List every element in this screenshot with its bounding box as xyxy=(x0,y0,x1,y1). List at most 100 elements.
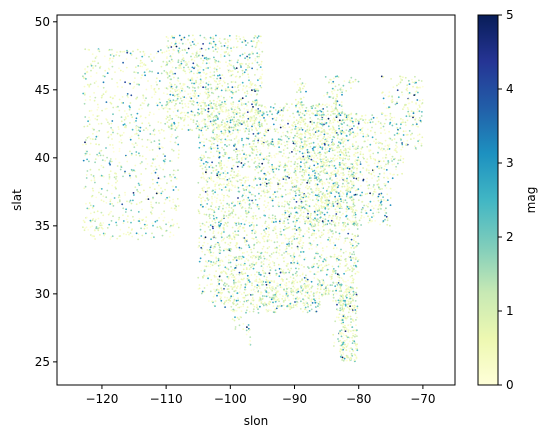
scatter-point xyxy=(269,274,271,277)
scatter-point xyxy=(345,260,347,263)
scatter-point xyxy=(169,174,171,176)
scatter-point xyxy=(170,135,173,138)
scatter-point xyxy=(174,176,176,179)
scatter-point xyxy=(266,204,269,207)
scatter-point xyxy=(288,269,291,272)
scatter-point xyxy=(106,119,108,121)
scatter-point xyxy=(275,287,277,289)
scatter-point xyxy=(173,76,175,79)
scatter-point xyxy=(227,290,230,293)
scatter-point xyxy=(187,116,190,118)
scatter-point xyxy=(98,191,100,194)
scatter-point xyxy=(296,140,299,143)
scatter-point xyxy=(153,169,155,172)
scatter-point xyxy=(396,101,398,104)
scatter-point xyxy=(241,88,244,90)
scatter-point xyxy=(86,158,88,161)
scatter-point xyxy=(344,343,347,346)
scatter-point xyxy=(296,246,299,249)
scatter-point xyxy=(198,123,201,126)
scatter-point xyxy=(233,285,236,288)
scatter-point xyxy=(237,103,240,106)
scatter-point xyxy=(253,285,256,288)
scatter-point xyxy=(247,64,250,67)
scatter-point xyxy=(338,290,341,292)
scatter-point xyxy=(327,173,330,176)
scatter-point xyxy=(253,157,256,160)
scatter-point xyxy=(314,107,317,109)
scatter-point xyxy=(153,93,156,96)
scatter-point xyxy=(110,210,112,213)
scatter-point xyxy=(322,129,325,132)
scatter-point xyxy=(387,162,389,165)
scatter-point xyxy=(246,69,249,72)
scatter-point xyxy=(355,345,358,347)
scatter-point xyxy=(246,111,249,113)
scatter-point xyxy=(166,101,168,103)
scatter-point xyxy=(310,119,313,122)
scatter-point xyxy=(188,68,191,71)
scatter-point xyxy=(324,76,327,78)
scatter-point xyxy=(233,310,236,313)
scatter-point xyxy=(253,243,256,246)
scatter-point xyxy=(213,58,216,61)
scatter-point xyxy=(341,91,343,94)
scatter-point xyxy=(300,116,302,119)
scatter-point xyxy=(373,174,376,177)
scatter-point xyxy=(394,103,397,106)
scatter-point xyxy=(175,45,178,48)
scatter-point xyxy=(203,120,206,122)
scatter-point xyxy=(261,283,263,286)
scatter-point xyxy=(174,94,177,97)
scatter-point xyxy=(340,139,343,141)
scatter-point xyxy=(125,155,128,158)
scatter-point xyxy=(367,221,370,224)
scatter-point xyxy=(212,119,215,122)
scatter-point xyxy=(240,305,242,308)
scatter-point xyxy=(300,178,302,181)
scatter-point xyxy=(260,251,263,254)
scatter-point xyxy=(247,165,250,168)
scatter-point xyxy=(352,200,355,202)
scatter-point xyxy=(174,83,176,86)
scatter-point xyxy=(355,291,357,294)
scatter-point xyxy=(362,167,364,169)
scatter-point xyxy=(374,133,377,136)
scatter-point xyxy=(369,149,372,152)
scatter-point xyxy=(270,199,273,202)
scatter-point xyxy=(251,140,254,143)
scatter-point xyxy=(379,142,382,145)
scatter-point xyxy=(93,177,96,179)
scatter-point xyxy=(319,126,321,129)
scatter-point xyxy=(141,107,143,110)
scatter-point xyxy=(211,190,214,193)
scatter-point xyxy=(203,269,206,271)
scatter-point xyxy=(251,45,254,48)
scatter-point xyxy=(192,104,195,106)
scatter-point xyxy=(118,199,121,202)
scatter-point xyxy=(92,205,95,207)
scatter-point xyxy=(256,93,259,95)
scatter-point xyxy=(406,87,408,90)
scatter-point xyxy=(306,168,308,171)
scatter-point xyxy=(130,202,133,205)
scatter-point xyxy=(138,137,140,140)
scatter-point xyxy=(223,124,226,127)
scatter-point xyxy=(176,89,179,92)
scatter-point xyxy=(238,125,241,127)
scatter-point xyxy=(86,150,88,153)
scatter-point xyxy=(164,87,167,89)
scatter-point xyxy=(246,156,248,159)
scatter-point xyxy=(286,143,289,146)
scatter-point xyxy=(237,89,240,91)
scatter-point xyxy=(340,228,343,231)
scatter-point xyxy=(84,141,86,144)
scatter-point xyxy=(406,119,409,122)
scatter-point xyxy=(272,301,274,304)
scatter-point xyxy=(420,144,423,147)
scatter-point xyxy=(268,254,271,257)
scatter-point xyxy=(349,302,352,304)
scatter-point xyxy=(224,306,227,308)
scatter-point xyxy=(216,65,219,68)
scatter-point xyxy=(331,171,334,174)
